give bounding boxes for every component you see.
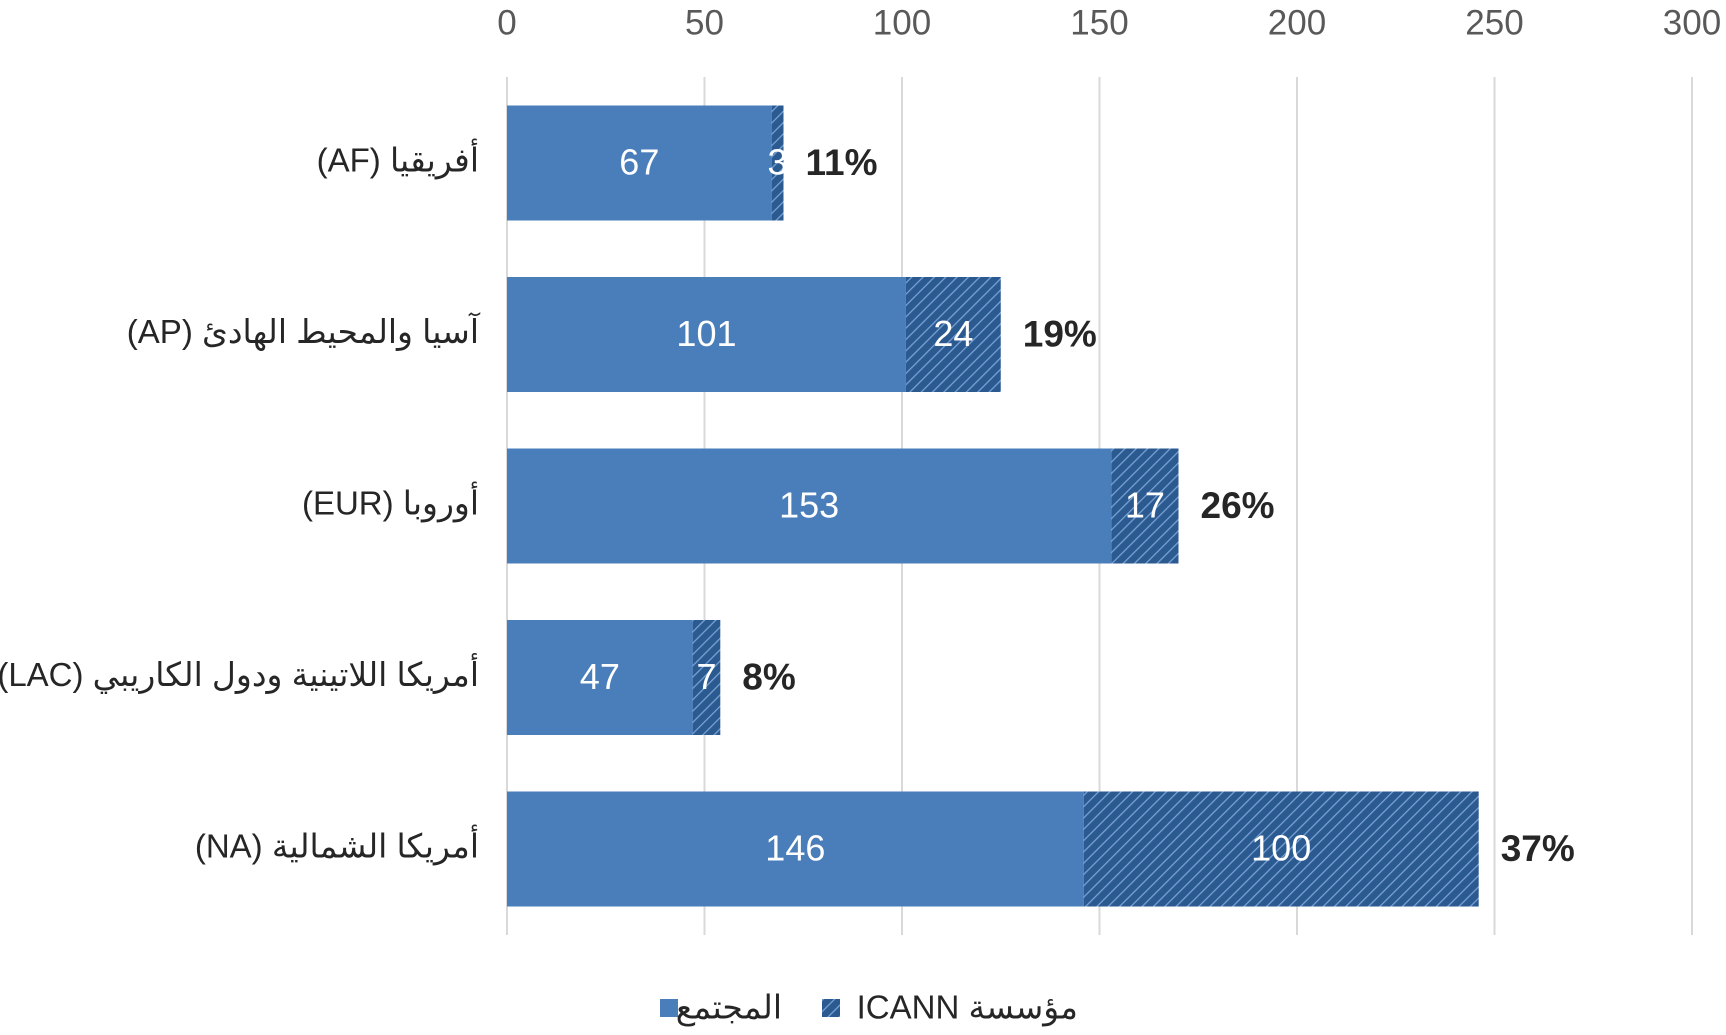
value-label: 47 xyxy=(580,656,620,697)
bar-segment xyxy=(507,448,1112,564)
x-tick-label: 0 xyxy=(497,3,516,42)
annotation: 11% xyxy=(806,142,878,183)
value-label: 7 xyxy=(696,656,716,697)
bar-segment xyxy=(905,277,1001,392)
bar-segment xyxy=(1111,448,1179,564)
annotation: 37% xyxy=(1501,828,1575,869)
bar-segment xyxy=(507,620,693,735)
bar-segment xyxy=(771,105,784,221)
y-tick-label: أمريكا الشمالية (NA) xyxy=(195,825,479,866)
annotation: 19% xyxy=(1023,313,1097,354)
value-label: 67 xyxy=(619,142,659,183)
value-label: 153 xyxy=(779,485,839,526)
x-tick-label: 100 xyxy=(873,3,931,42)
y-tick-label: آسيا والمحيط الهادئ (AP) xyxy=(127,312,481,351)
y-tick-label: أمريكا اللاتينية ودول الكاريبي (LAC) xyxy=(0,653,479,694)
y-tick-label: أفريقيا (AF) xyxy=(317,139,479,180)
value-label: 101 xyxy=(676,313,736,354)
value-label: 17 xyxy=(1125,485,1165,526)
value-label: 100 xyxy=(1251,828,1311,869)
value-label: 146 xyxy=(765,828,825,869)
x-tick-label: 150 xyxy=(1070,3,1128,42)
value-label: 3 xyxy=(768,142,788,183)
legend-swatch xyxy=(660,999,678,1017)
x-tick-label: 300 xyxy=(1663,3,1721,42)
bar-segment xyxy=(692,620,721,735)
y-tick-label: أوروبا (EUR) xyxy=(302,482,479,523)
bar-segment xyxy=(507,105,772,221)
value-label: 24 xyxy=(933,313,973,354)
annotation: 26% xyxy=(1201,485,1275,526)
bar-segment xyxy=(507,791,1084,907)
x-tick-label: 200 xyxy=(1268,3,1326,42)
legend-label: المجتمع xyxy=(676,989,782,1027)
legend-swatch xyxy=(822,999,840,1017)
bar-segment xyxy=(1083,791,1479,907)
bar-segment xyxy=(507,277,906,392)
legend-label: مؤسسة ICANN xyxy=(857,989,1078,1027)
x-tick-label: 50 xyxy=(685,3,724,42)
annotation: 8% xyxy=(742,656,795,697)
x-tick-label: 250 xyxy=(1465,3,1523,42)
